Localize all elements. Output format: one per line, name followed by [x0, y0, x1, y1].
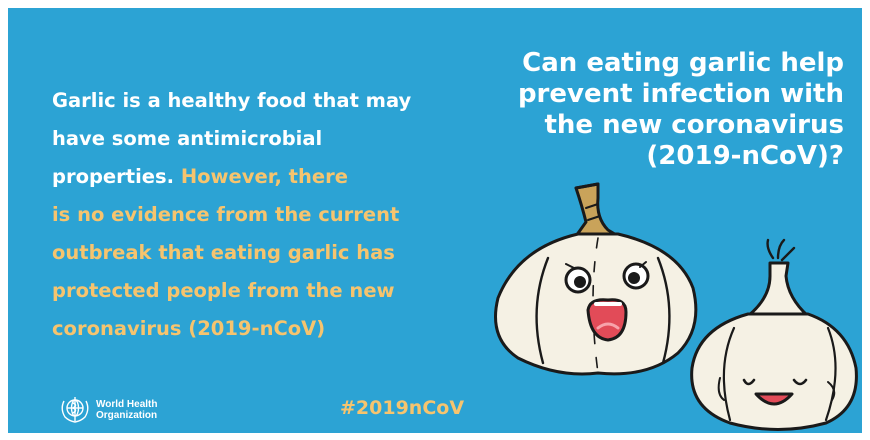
- highlight-line: protected people from the new: [52, 279, 395, 302]
- body-text: Garlic is a healthy food that may have s…: [52, 82, 472, 348]
- question-line: the new coronavirus: [544, 110, 844, 140]
- who-wordmark: World Health Organization: [96, 399, 157, 421]
- garlic-characters-illustration: [494, 182, 858, 431]
- who-name-line: Organization: [96, 410, 158, 421]
- happy-garlic: [690, 238, 858, 431]
- body-line: Garlic is a healthy food that may: [52, 89, 412, 112]
- highlight-line: coronavirus (2019-nCoV): [52, 317, 326, 340]
- infographic-card: Can eating garlic help prevent infection…: [8, 8, 862, 433]
- highlight-line: However, there: [180, 165, 348, 188]
- scared-garlic: [494, 182, 698, 376]
- body-line: have some antimicrobial: [52, 127, 323, 150]
- highlight-line: is no evidence from the current: [52, 203, 400, 226]
- question-line: Can eating garlic help: [522, 48, 844, 78]
- question-line: (2019-nCoV)?: [646, 141, 844, 171]
- body-line: properties.: [52, 165, 175, 188]
- hashtag: #2019nCoV: [340, 397, 465, 419]
- highlight-line: outbreak that eating garlic has: [52, 241, 395, 264]
- question-heading: Can eating garlic help prevent infection…: [484, 48, 844, 172]
- question-line: prevent infection with: [517, 79, 844, 109]
- who-emblem-icon: [61, 397, 89, 423]
- who-name-line: World Health: [96, 399, 158, 410]
- who-logo: World Health Organization: [58, 395, 157, 425]
